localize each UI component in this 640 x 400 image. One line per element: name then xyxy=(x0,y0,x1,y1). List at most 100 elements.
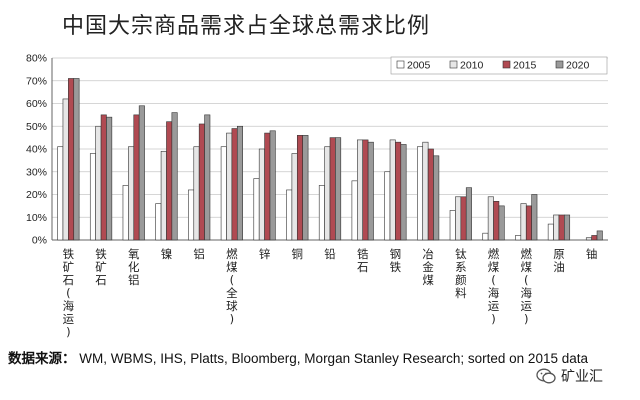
bar-2015 xyxy=(296,135,303,241)
bar-2005 xyxy=(188,189,195,241)
category-label: 燃煤(海运) xyxy=(520,247,532,326)
bar-2015 xyxy=(525,205,532,241)
bar-2015 xyxy=(231,128,238,241)
category-label: 镍 xyxy=(161,247,173,261)
bar-2015 xyxy=(427,148,434,241)
category-label: 钢铁 xyxy=(390,247,402,274)
bar-2020 xyxy=(465,187,472,241)
bar-2020 xyxy=(302,135,309,241)
y-tick-label: 60% xyxy=(26,98,47,110)
bar-2020 xyxy=(236,125,243,241)
bar-2015 xyxy=(100,114,107,241)
bar-2005 xyxy=(155,203,162,241)
legend-swatch-2015 xyxy=(502,60,511,69)
category-label: 锌 xyxy=(259,247,271,261)
bar-2010 xyxy=(128,146,135,241)
bar-2005 xyxy=(57,146,64,241)
y-tick-label: 20% xyxy=(26,189,47,201)
bar-2010 xyxy=(226,132,233,241)
bar-2020 xyxy=(498,205,505,241)
bar-2010 xyxy=(422,141,429,241)
bar-2010 xyxy=(258,148,265,241)
bar-2005 xyxy=(122,185,129,241)
category-label: 冶金煤 xyxy=(422,247,434,287)
category-label: 铅 xyxy=(324,247,336,261)
bar-2005 xyxy=(547,223,554,241)
bar-2020 xyxy=(171,112,178,241)
bar-2015 xyxy=(329,137,336,241)
bar-2010 xyxy=(520,203,527,241)
category-label: 铜 xyxy=(292,247,304,261)
bar-2010 xyxy=(193,146,200,241)
bar-2005 xyxy=(89,153,96,241)
bar-2015 xyxy=(198,123,205,241)
category-label: 铁矿石 xyxy=(95,247,107,287)
bar-2015 xyxy=(493,201,500,241)
bar-2005 xyxy=(220,146,227,241)
data-source-label: 数据来源： xyxy=(8,351,76,366)
bar-2015 xyxy=(68,78,75,241)
legend-label-2015: 2015 xyxy=(513,60,537,72)
bar-2010 xyxy=(389,139,396,241)
category-label: 铝 xyxy=(193,247,205,261)
bar-2010 xyxy=(62,98,69,241)
y-tick-label: 30% xyxy=(26,166,47,178)
category-label: 铁矿石(海运) xyxy=(63,247,75,339)
bar-2005 xyxy=(351,180,358,241)
bar-2015 xyxy=(133,114,140,241)
wechat-account-name: 矿业汇 xyxy=(561,369,603,385)
y-tick-label: 10% xyxy=(26,212,47,224)
y-tick-label: 40% xyxy=(26,144,47,156)
category-label: 锆石 xyxy=(357,247,369,274)
wechat-icon xyxy=(536,368,556,383)
bar-2020 xyxy=(204,114,211,241)
y-tick-label: 0% xyxy=(32,235,47,247)
bars xyxy=(57,78,603,241)
data-source-text: WM, WBMS, IHS, Platts, Bloomberg, Morgan… xyxy=(79,351,588,366)
bar-2005 xyxy=(417,146,424,241)
data-source-note: 数据来源： WM, WBMS, IHS, Platts, Bloomberg, … xyxy=(8,348,618,369)
bar-2020 xyxy=(367,141,374,241)
bar-2015 xyxy=(264,132,271,241)
bar-2015 xyxy=(395,141,402,241)
bar-2010 xyxy=(553,214,560,241)
bar-2015 xyxy=(460,196,467,241)
category-label: 燃煤(全球) xyxy=(226,247,238,326)
bar-2015 xyxy=(591,235,598,241)
bar-2020 xyxy=(73,78,80,241)
bar-2010 xyxy=(291,153,298,241)
bar-2020 xyxy=(564,214,571,241)
category-label: 钛系颜料 xyxy=(455,247,467,300)
y-tick-labels: 0% 10% 20% 30% 40% 50% 60% 70% 80% xyxy=(26,53,47,247)
bar-2020 xyxy=(596,230,603,241)
chart-title: 中国大宗商品需求占全球总需求比例 xyxy=(62,14,431,39)
bar-2005 xyxy=(482,232,489,241)
bar-2005 xyxy=(515,235,522,241)
bar-2005 xyxy=(253,178,260,241)
category-label: 氧化铝 xyxy=(128,247,140,287)
category-label: 燃煤(海运) xyxy=(488,247,500,326)
bar-2010 xyxy=(487,196,494,241)
y-tick-label: 70% xyxy=(26,75,47,87)
bar-2010 xyxy=(357,139,364,241)
bar-2010 xyxy=(95,125,102,241)
y-tick-label: 80% xyxy=(26,53,47,65)
bar-2005 xyxy=(286,189,293,241)
bar-2020 xyxy=(138,105,145,241)
bar-2020 xyxy=(335,137,342,241)
bar-2020 xyxy=(433,155,440,241)
bar-2005 xyxy=(449,210,456,241)
bar-2015 xyxy=(166,121,173,241)
y-tick-label: 50% xyxy=(26,121,47,133)
legend-swatch-2010 xyxy=(449,60,458,69)
bar-2010 xyxy=(160,150,167,241)
bar-2015 xyxy=(558,214,565,241)
bar-2005 xyxy=(384,171,391,241)
legend-swatch-2020 xyxy=(555,60,564,69)
bar-2005 xyxy=(318,185,325,241)
legend-label-2005: 2005 xyxy=(407,60,431,72)
bar-2010 xyxy=(585,237,592,241)
bar-2020 xyxy=(531,194,538,241)
bar-2020 xyxy=(106,116,113,241)
